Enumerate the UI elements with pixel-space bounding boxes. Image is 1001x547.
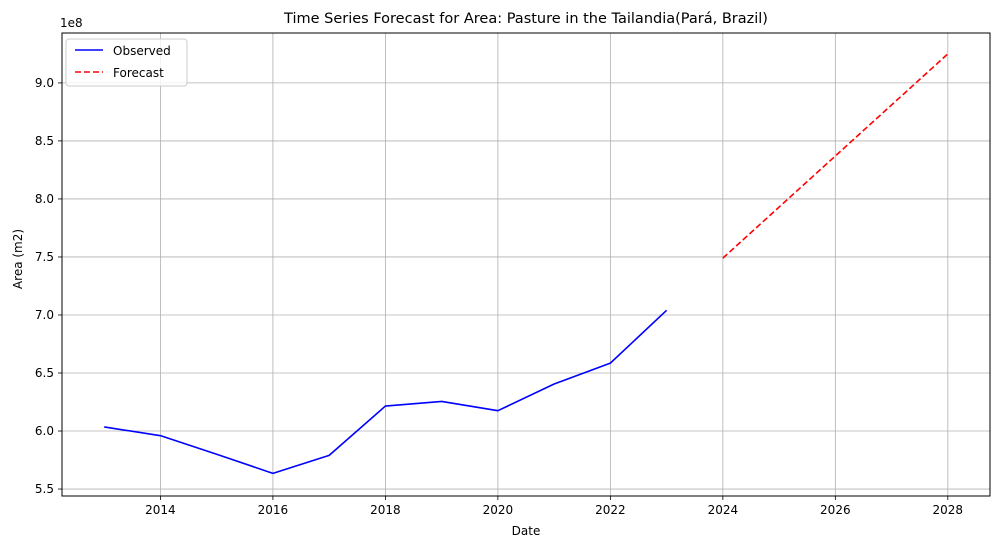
y-tick-label: 5.5 (35, 482, 54, 496)
series-line-observed (104, 309, 668, 475)
x-tick-label: 2018 (370, 503, 401, 517)
x-axis-ticks: 2014 2016 2018 2020 2022 2024 2026 2028 (145, 496, 963, 517)
x-axis-label: Date (512, 524, 541, 538)
y-axis-offset-label: 1e8 (60, 16, 83, 30)
y-tick-label: 9.0 (35, 76, 54, 90)
y-axis-label: Area (m2) (11, 229, 25, 289)
chart-title: Time Series Forecast for Area: Pasture i… (283, 11, 768, 27)
x-tick-label: 2028 (933, 503, 964, 517)
grid (62, 33, 990, 496)
plot-frame (61, 32, 991, 497)
y-tick-label: 7.5 (35, 250, 54, 264)
series-lines (104, 53, 949, 475)
x-tick-label: 2016 (258, 503, 289, 517)
legend-label-forecast: Forecast (113, 66, 164, 80)
x-tick-label: 2014 (145, 503, 176, 517)
y-tick-label: 8.5 (35, 134, 54, 148)
legend: Observed Forecast (65, 38, 188, 87)
x-tick-label: 2024 (708, 503, 739, 517)
x-tick-label: 2026 (820, 503, 851, 517)
y-tick-label: 6.5 (35, 366, 54, 380)
series-line-forecast (722, 53, 949, 259)
legend-label-observed: Observed (113, 44, 171, 58)
y-axis-ticks: 5.5 6.0 6.5 7.0 7.5 8.0 8.5 9.0 (35, 76, 62, 496)
y-tick-label: 8.0 (35, 192, 54, 206)
x-tick-label: 2022 (595, 503, 626, 517)
y-tick-label: 7.0 (35, 308, 54, 322)
x-tick-label: 2020 (483, 503, 514, 517)
y-tick-label: 6.0 (35, 424, 54, 438)
